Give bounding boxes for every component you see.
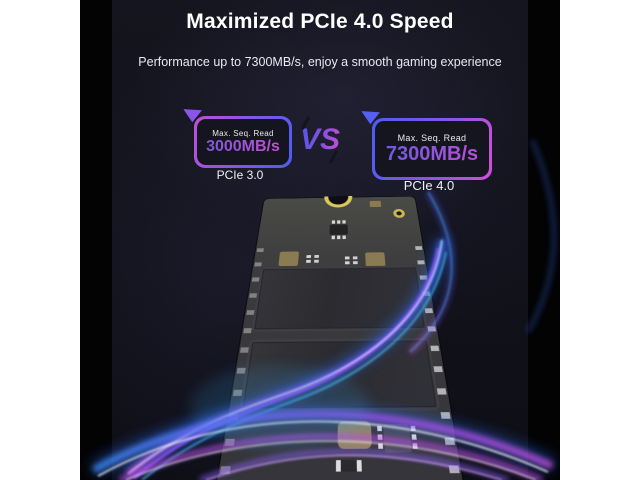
edge-test-pads xyxy=(415,246,560,480)
vs-label: VS xyxy=(292,116,348,164)
solder-pads xyxy=(306,255,312,258)
pcie3-speed-badge: Max. Seq. Read 3000MB/s xyxy=(194,116,292,168)
ic-chip xyxy=(278,251,300,267)
left-black-strip xyxy=(80,0,112,480)
nand-flash-chip xyxy=(239,337,441,412)
speed-comparison: Max. Seq. Read 3000MB/s PCIe 3.0 VS Max.… xyxy=(80,0,560,230)
nand-flash-chip xyxy=(251,265,428,332)
ic-chip xyxy=(365,252,386,267)
pcie4-generation-label: PCIe 4.0 xyxy=(403,178,455,193)
edge-test-pads xyxy=(80,248,264,480)
ssd-pcb xyxy=(80,195,560,480)
page-title: Maximized PCIe 4.0 Speed xyxy=(186,10,454,33)
resistor-component xyxy=(337,460,361,472)
controller-chip xyxy=(337,420,373,450)
pcie3-generation-label: PCIe 3.0 xyxy=(216,168,264,182)
pcie4-metric-label: Max. Seq. Read xyxy=(397,133,467,143)
page-subtitle: Performance up to 7300MB/s, enjoy a smoo… xyxy=(138,55,502,69)
pcie4-speed-value: 7300MB/s xyxy=(385,143,479,165)
ic-chip-with-pins xyxy=(383,424,412,453)
pcie4-speed-badge: Max. Seq. Read 7300MB/s xyxy=(372,118,492,180)
pcie3-speed-value: 3000MB/s xyxy=(206,137,280,155)
artwork-canvas: Maximized PCIe 4.0 Speed Performance up … xyxy=(80,0,560,480)
pcie3-metric-label: Max. Seq. Read xyxy=(212,128,274,138)
solder-pads xyxy=(344,256,350,260)
